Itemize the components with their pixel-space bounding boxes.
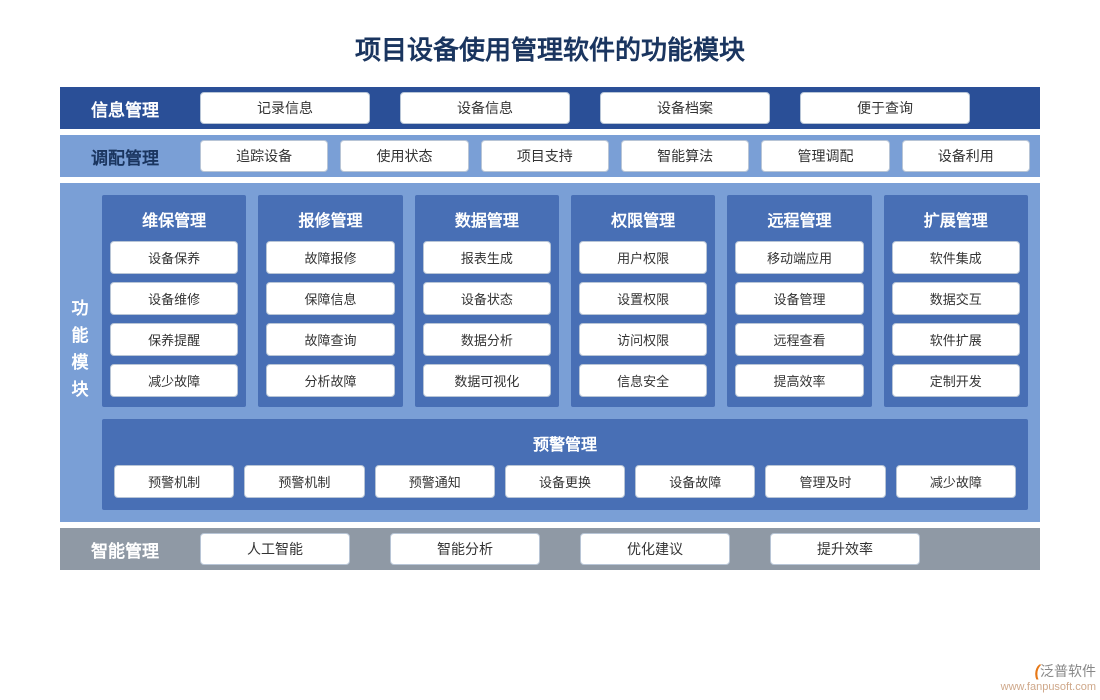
pill: 智能分析 — [390, 533, 540, 565]
col-head: 报修管理 — [266, 203, 394, 241]
pill: 设备故障 — [635, 465, 755, 498]
pill: 移动端应用 — [735, 241, 863, 274]
pill: 访问权限 — [579, 323, 707, 356]
pill: 便于查询 — [800, 92, 970, 124]
watermark-url: www.fanpusoft.com — [1001, 681, 1096, 694]
pill: 远程查看 — [735, 323, 863, 356]
main-content: 维保管理 设备保养 设备维修 保养提醒 减少故障 报修管理 故障报修 保障信息 … — [96, 183, 1040, 522]
pill: 报表生成 — [423, 241, 551, 274]
alert-head: 预警管理 — [114, 427, 1016, 465]
pill: 设备状态 — [423, 282, 551, 315]
watermark: (泛普软件 www.fanpusoft.com — [1001, 662, 1096, 694]
pill: 设备管理 — [735, 282, 863, 315]
pill: 设备信息 — [400, 92, 570, 124]
col-data: 数据管理 报表生成 设备状态 数据分析 数据可视化 — [415, 195, 559, 407]
row-alloc-label: 调配管理 — [60, 144, 190, 169]
pill: 项目支持 — [481, 140, 609, 172]
col-remote: 远程管理 移动端应用 设备管理 远程查看 提高效率 — [727, 195, 871, 407]
row-info-label: 信息管理 — [60, 96, 190, 121]
pill: 用户权限 — [579, 241, 707, 274]
pill: 设备维修 — [110, 282, 238, 315]
pill: 保养提醒 — [110, 323, 238, 356]
row-alloc: 调配管理 追踪设备 使用状态 项目支持 智能算法 管理调配 设备利用 — [60, 135, 1040, 177]
main-block: 功能模块 维保管理 设备保养 设备维修 保养提醒 减少故障 报修管理 故障报修 — [60, 183, 1040, 522]
pill: 减少故障 — [110, 364, 238, 397]
pill: 故障报修 — [266, 241, 394, 274]
diagram-root: 信息管理 记录信息 设备信息 设备档案 便于查询 调配管理 追踪设备 使用状态 … — [60, 87, 1040, 570]
pill: 设备更换 — [505, 465, 625, 498]
pill: 预警机制 — [114, 465, 234, 498]
pill: 管理及时 — [765, 465, 885, 498]
pill: 优化建议 — [580, 533, 730, 565]
pill: 保障信息 — [266, 282, 394, 315]
main-vlabel: 功能模块 — [60, 183, 96, 522]
watermark-brand: 泛普软件 — [1040, 663, 1096, 679]
pill: 故障查询 — [266, 323, 394, 356]
row-info: 信息管理 记录信息 设备信息 设备档案 便于查询 — [60, 87, 1040, 129]
col-head: 维保管理 — [110, 203, 238, 241]
row-alloc-items: 追踪设备 使用状态 项目支持 智能算法 管理调配 设备利用 — [190, 140, 1040, 172]
col-head: 扩展管理 — [892, 203, 1020, 241]
pill: 提升效率 — [770, 533, 920, 565]
row-smart: 智能管理 人工智能 智能分析 优化建议 提升效率 — [60, 528, 1040, 570]
columns: 维保管理 设备保养 设备维修 保养提醒 减少故障 报修管理 故障报修 保障信息 … — [102, 195, 1028, 407]
pill: 减少故障 — [896, 465, 1016, 498]
pill: 预警机制 — [244, 465, 364, 498]
pill: 管理调配 — [761, 140, 889, 172]
alert-block: 预警管理 预警机制 预警机制 预警通知 设备更换 设备故障 管理及时 减少故障 — [102, 419, 1028, 510]
pill: 预警通知 — [375, 465, 495, 498]
row-smart-label: 智能管理 — [60, 537, 190, 562]
pill: 设备档案 — [600, 92, 770, 124]
row-smart-items: 人工智能 智能分析 优化建议 提升效率 — [190, 533, 1040, 565]
pill: 数据分析 — [423, 323, 551, 356]
col-permission: 权限管理 用户权限 设置权限 访问权限 信息安全 — [571, 195, 715, 407]
pill: 数据可视化 — [423, 364, 551, 397]
pill: 信息安全 — [579, 364, 707, 397]
pill: 设备利用 — [902, 140, 1030, 172]
pill: 提高效率 — [735, 364, 863, 397]
pill: 追踪设备 — [200, 140, 328, 172]
pill: 定制开发 — [892, 364, 1020, 397]
col-extend: 扩展管理 软件集成 数据交互 软件扩展 定制开发 — [884, 195, 1028, 407]
pill: 设置权限 — [579, 282, 707, 315]
page-title: 项目设备使用管理软件的功能模块 — [0, 0, 1100, 87]
pill: 软件扩展 — [892, 323, 1020, 356]
pill: 智能算法 — [621, 140, 749, 172]
pill: 人工智能 — [200, 533, 350, 565]
pill: 记录信息 — [200, 92, 370, 124]
pill: 数据交互 — [892, 282, 1020, 315]
pill: 软件集成 — [892, 241, 1020, 274]
pill: 分析故障 — [266, 364, 394, 397]
row-info-items: 记录信息 设备信息 设备档案 便于查询 — [190, 92, 1040, 124]
col-head: 远程管理 — [735, 203, 863, 241]
pill: 使用状态 — [340, 140, 468, 172]
col-maintenance: 维保管理 设备保养 设备维修 保养提醒 减少故障 — [102, 195, 246, 407]
col-head: 权限管理 — [579, 203, 707, 241]
alert-items: 预警机制 预警机制 预警通知 设备更换 设备故障 管理及时 减少故障 — [114, 465, 1016, 498]
col-repair: 报修管理 故障报修 保障信息 故障查询 分析故障 — [258, 195, 402, 407]
col-head: 数据管理 — [423, 203, 551, 241]
pill: 设备保养 — [110, 241, 238, 274]
